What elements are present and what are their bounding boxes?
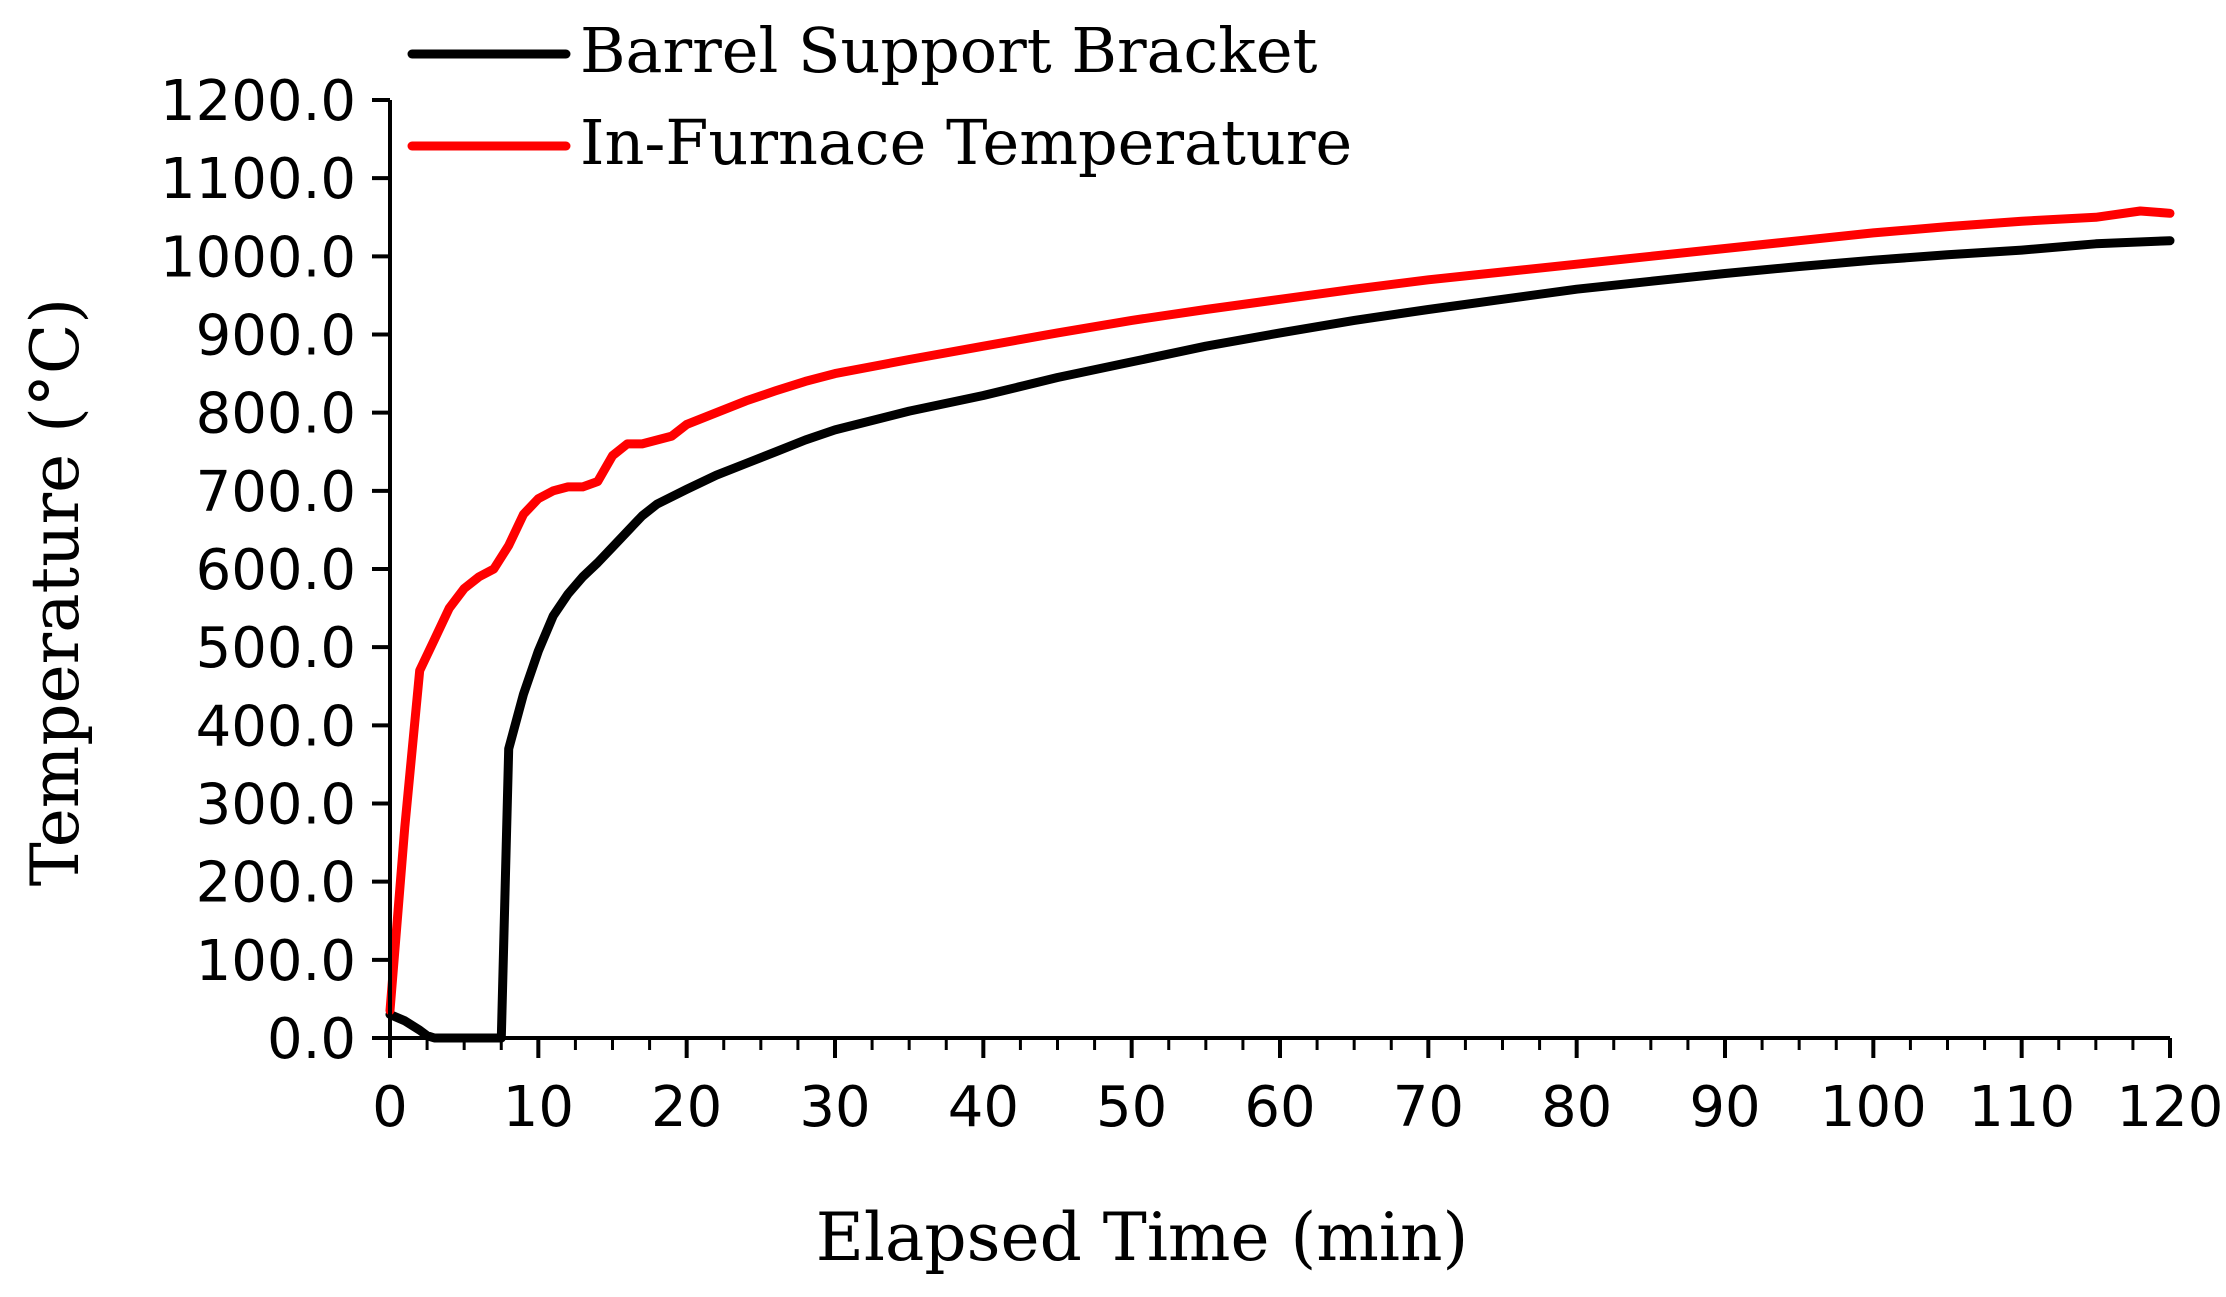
y-tick-label: 1000.0 (160, 225, 356, 290)
y-tick-label: 600.0 (196, 538, 356, 603)
x-tick-label: 80 (1541, 1075, 1612, 1140)
x-tick-label: 30 (799, 1075, 870, 1140)
x-tick-label: 110 (1968, 1075, 2075, 1140)
x-tick-label: 0 (372, 1075, 408, 1140)
y-tick-label: 900.0 (196, 304, 356, 369)
x-tick-label: 100 (1820, 1075, 1927, 1140)
legend-label-in-furnace-temperature: In-Furnace Temperature (580, 106, 1352, 179)
y-tick-label: 1100.0 (160, 147, 356, 212)
axes-layer (372, 98, 2172, 1058)
y-axis-title: Temperature (°C) (17, 298, 94, 886)
x-tick-label: 70 (1393, 1075, 1464, 1140)
x-tick-label: 60 (1244, 1075, 1315, 1140)
x-tick-label: 90 (1689, 1075, 1760, 1140)
series-line-in-furnace-temperature (385, 206, 2175, 1016)
y-tick-label: 400.0 (196, 694, 356, 759)
x-tick-label: 120 (2117, 1075, 2224, 1140)
x-axis-title: Elapsed Time (min) (816, 1199, 1469, 1276)
y-tick-label: 0.0 (267, 1007, 356, 1072)
y-tick-label: 500.0 (196, 616, 356, 681)
series-line-barrel-support-bracket (385, 236, 2175, 1043)
y-tick-label: 700.0 (196, 460, 356, 525)
x-tick-label: 50 (1096, 1075, 1167, 1140)
y-tick-label: 1200.0 (160, 69, 356, 134)
y-tick-label: 800.0 (196, 382, 356, 447)
legend-label-barrel-support-bracket: Barrel Support Bracket (580, 14, 1318, 87)
y-tick-label: 100.0 (196, 929, 356, 994)
series-lines-layer (385, 206, 2175, 1043)
x-tick-label: 20 (651, 1075, 722, 1140)
legend: Barrel Support Bracket In-Furnace Temper… (407, 14, 1352, 179)
y-tick-label: 200.0 (196, 851, 356, 916)
tick-labels-layer: 0.0 100.0 200.0 300.0 400.0 500.0 600.0 700.0 80… (160, 69, 2223, 1140)
x-tick-label: 10 (503, 1075, 574, 1140)
y-tick-label: 300.0 (196, 773, 356, 838)
x-tick-label: 40 (948, 1075, 1019, 1140)
